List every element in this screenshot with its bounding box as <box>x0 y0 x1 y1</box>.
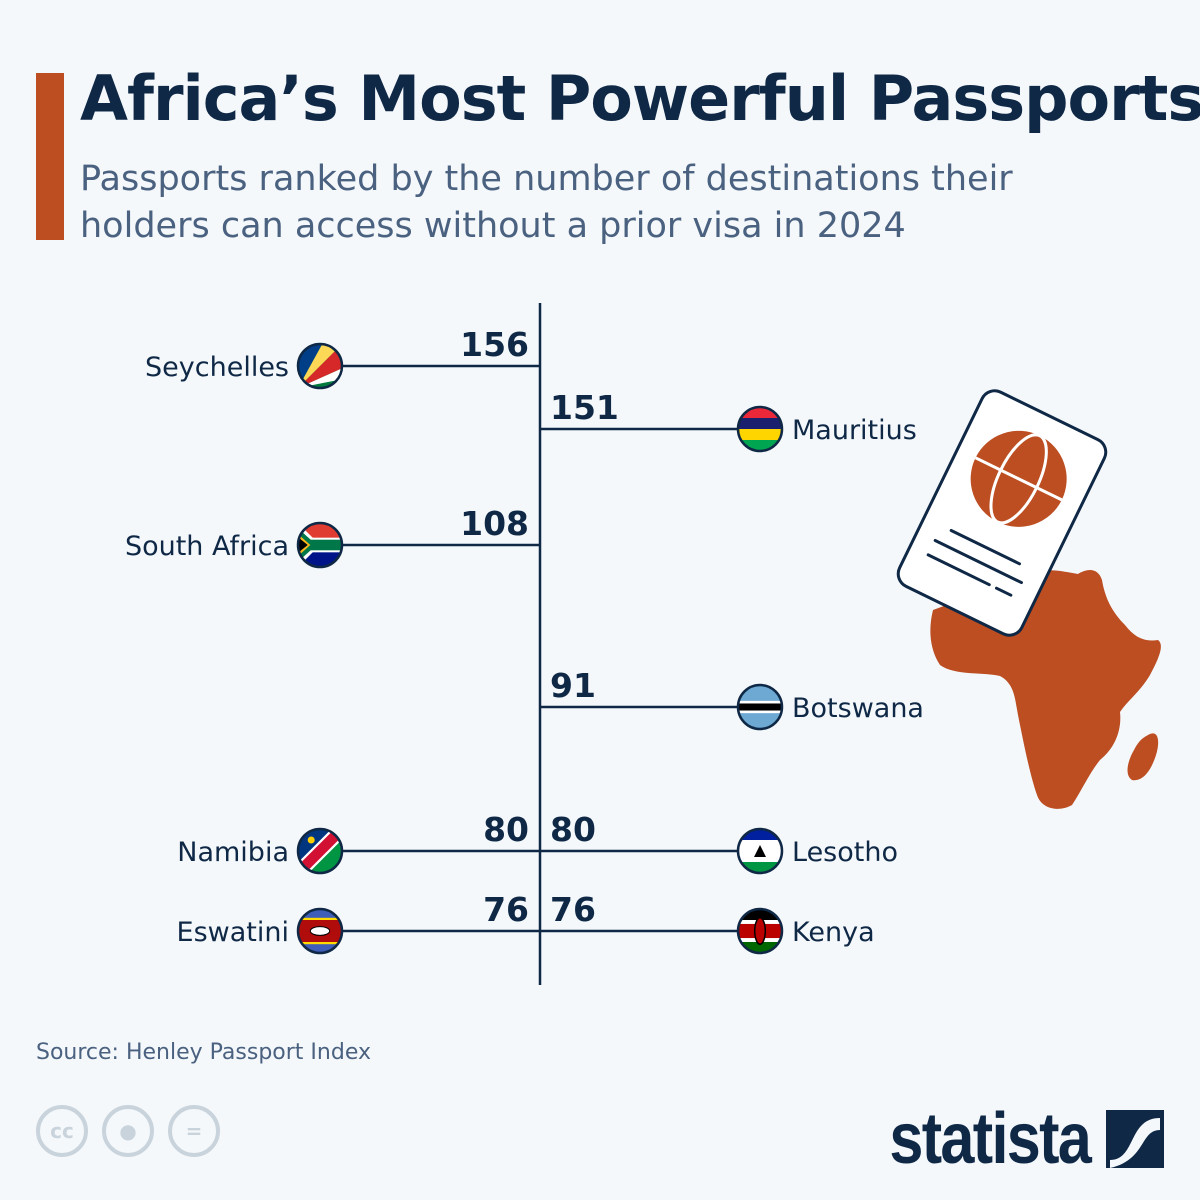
cc-icon[interactable]: cc <box>36 1105 88 1157</box>
bar-row-eswatini: 76 Eswatini <box>177 890 540 955</box>
seychelles-flag-icon <box>298 344 342 388</box>
page-subtitle: Passports ranked by the number of destin… <box>80 159 1013 246</box>
flag-border <box>736 827 784 875</box>
country-label: Mauritius <box>792 415 917 446</box>
statista-logo[interactable]: statista <box>854 1098 1164 1180</box>
mauritius-flag-icon <box>738 407 782 451</box>
country-label: Lesotho <box>792 837 898 868</box>
country-label: Kenya <box>792 917 875 948</box>
kenya-flag-icon <box>738 909 782 953</box>
value-label: 156 <box>460 325 529 364</box>
country-label: Eswatini <box>177 917 289 948</box>
country-label: South Africa <box>125 531 289 562</box>
botswana-flag-icon <box>738 685 782 729</box>
bar-row-seychelles: 156 Seychelles <box>145 325 540 390</box>
source-note: Source: Henley Passport Index <box>36 1040 371 1065</box>
flag-border <box>736 907 784 955</box>
country-label: Seychelles <box>145 352 289 383</box>
accent-bar <box>36 73 64 240</box>
value-label: 151 <box>550 388 619 427</box>
value-label: 76 <box>483 890 529 929</box>
country-label: Botswana <box>792 693 924 724</box>
eswatini-flag-icon <box>298 909 342 953</box>
flag-border <box>736 405 784 453</box>
flag-border <box>736 683 784 731</box>
flag-border <box>296 907 344 955</box>
bar-row-south-africa: 108 South Africa <box>125 504 540 569</box>
statista-logo-icon <box>1106 1110 1164 1168</box>
country-label: Namibia <box>177 837 289 868</box>
lesotho-flag-icon <box>738 829 782 873</box>
value-label: 80 <box>550 810 596 849</box>
bar-row-kenya: 76 Kenya <box>540 890 875 955</box>
value-label: 108 <box>460 504 529 543</box>
passport-africa-illustration <box>896 389 1161 809</box>
africa-icon <box>930 570 1161 809</box>
no-derivatives-icon[interactable]: = <box>168 1105 220 1157</box>
value-label: 80 <box>483 810 529 849</box>
license-icons[interactable]: cc ● = <box>36 1105 220 1157</box>
passport-icon <box>896 389 1108 637</box>
attribution-icon[interactable]: ● <box>102 1105 154 1157</box>
flag-border <box>296 342 344 390</box>
flag-border <box>296 521 344 569</box>
bar-row-lesotho: 80 Lesotho <box>540 810 898 875</box>
bar-row-mauritius: 151 Mauritius <box>540 388 917 453</box>
namibia-flag-icon <box>298 829 342 873</box>
value-label: 76 <box>550 890 596 929</box>
south-africa-flag-icon <box>298 523 342 567</box>
page-title: Africa’s Most Powerful Passports <box>80 62 1200 135</box>
value-label: 91 <box>550 666 596 705</box>
madagascar-shape <box>1127 733 1159 781</box>
flag-border <box>296 827 344 875</box>
bar-row-botswana: 91 Botswana <box>540 666 924 731</box>
bar-row-namibia: 80 Namibia <box>177 810 540 875</box>
